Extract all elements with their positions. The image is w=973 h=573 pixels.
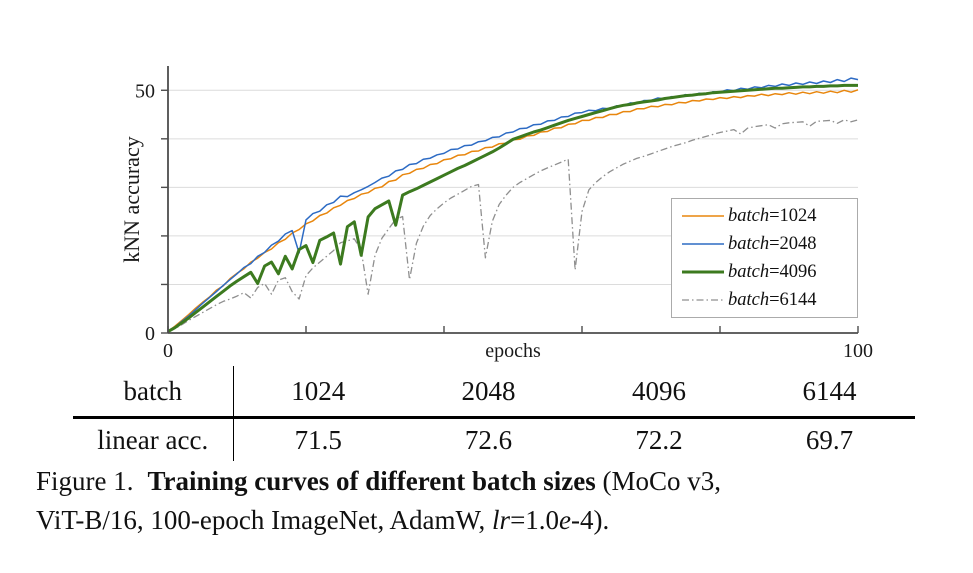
table-value-row: linear acc. 71.5 72.6 72.2 69.7 bbox=[73, 416, 915, 461]
linear-acc-1024: 71.5 bbox=[233, 416, 403, 461]
legend-entry-batch-2048: batch=2048 bbox=[680, 231, 855, 257]
table-header-row: batch 1024 2048 4096 6144 bbox=[73, 366, 915, 418]
legend-entry-batch-4096: batch=4096 bbox=[680, 259, 855, 285]
linear-acc-6144: 69.7 bbox=[744, 416, 915, 461]
training-curves-chart: 0 50 0 100 epochs kNN accuracy bbox=[119, 66, 873, 362]
caption-text: =1.0 bbox=[510, 505, 560, 535]
caption-math-italic: e bbox=[559, 505, 572, 535]
table-header-2048: 2048 bbox=[461, 375, 516, 406]
y-tick-label: 50 bbox=[135, 80, 155, 102]
y-axis-title: kNN accuracy bbox=[119, 136, 144, 262]
caption-text: (MoCo v3, bbox=[595, 466, 721, 496]
caption-tail: (MoCo v3, ViT-B/16, 100-epoch ImageNet, A… bbox=[36, 466, 721, 535]
caption-text: ViT-B/16, 100-epoch ImageNet, AdamW, bbox=[36, 505, 493, 535]
table-header-batch: batch bbox=[73, 366, 234, 418]
legend-line-sample bbox=[682, 270, 724, 274]
caption-bold-title: Training curves of different batch sizes bbox=[147, 466, 596, 496]
x-tick-label: 100 bbox=[843, 340, 873, 362]
series-line-batch-4096 bbox=[167, 83, 858, 333]
legend-label: batch=6144 bbox=[728, 289, 817, 310]
y-tick-label: 0 bbox=[145, 323, 155, 345]
legend-line-sample bbox=[682, 299, 724, 301]
legend-label: batch=2048 bbox=[728, 233, 817, 254]
caption-text: -4). bbox=[571, 505, 610, 535]
x-tick-label: 0 bbox=[163, 340, 173, 362]
table-header-4096: 4096 bbox=[632, 375, 686, 406]
linear-acc-2048: 72.6 bbox=[403, 416, 574, 461]
x-axis-title: epochs bbox=[485, 340, 541, 362]
legend-line-sample bbox=[682, 215, 724, 217]
legend-entry-batch-1024: batch=1024 bbox=[680, 203, 855, 229]
legend-label: batch=4096 bbox=[728, 261, 817, 282]
figure-caption: Figure 1. Training curves of different ba… bbox=[36, 462, 956, 540]
legend-label: batch=1024 bbox=[728, 205, 817, 226]
series-line-batch-6144 bbox=[167, 119, 859, 333]
table-header-1024: 1024 bbox=[291, 375, 346, 406]
figure-number-label: Figure 1. bbox=[36, 466, 134, 496]
linear-accuracy-table: batch 1024 2048 4096 6144 linear acc. 71… bbox=[73, 366, 915, 461]
table-header-6144: 6144 bbox=[802, 375, 857, 406]
chart-legend: batch=1024 batch=2048 batch=4096 batch=6144 bbox=[671, 198, 858, 318]
legend-line-sample bbox=[682, 243, 724, 245]
series-line-batch-2048 bbox=[167, 77, 859, 333]
caption-math-italic: lr bbox=[492, 505, 511, 535]
legend-entry-batch-6144: batch=6144 bbox=[680, 287, 855, 313]
linear-acc-4096: 72.2 bbox=[574, 416, 744, 461]
table-row-label: linear acc. bbox=[73, 416, 234, 461]
